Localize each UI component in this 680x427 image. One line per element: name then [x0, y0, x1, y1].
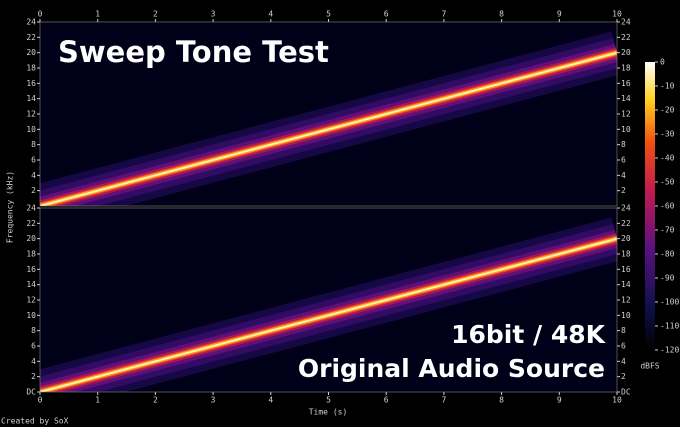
x-tick-label: 8 — [499, 396, 504, 405]
colorbar-tick-label: -70 — [660, 226, 675, 235]
x-tick-label: 2 — [153, 10, 158, 19]
x-tick-label: 2 — [153, 396, 158, 405]
y-tick-label: 16 — [26, 79, 36, 88]
y-tick-label: 20 — [621, 48, 631, 57]
y-tick-label: 18 — [26, 250, 36, 259]
x-tick-label: 1 — [95, 396, 100, 405]
x-tick-label: 3 — [211, 10, 216, 19]
y-tick-label: DC — [26, 388, 36, 397]
x-tick-label: 1 — [95, 10, 100, 19]
y-tick-label: 2 — [31, 186, 36, 195]
colorbar — [645, 62, 655, 350]
plot-content — [40, 31, 617, 206]
colorbar-tick-label: -40 — [660, 154, 675, 163]
colorbar-tick-label: -120 — [660, 346, 679, 355]
y-tick-label: 16 — [26, 265, 36, 274]
colorbar-label: dBFS — [640, 362, 659, 371]
y-tick-label: 4 — [31, 357, 36, 366]
x-tick-label: 7 — [441, 10, 446, 19]
x-tick-label: 3 — [211, 396, 216, 405]
y-tick-label: 22 — [26, 33, 36, 42]
y-tick-label: 8 — [31, 326, 36, 335]
x-tick-label: 5 — [326, 396, 331, 405]
y-tick-label: 22 — [26, 219, 36, 228]
colorbar-tick-label: -90 — [660, 274, 675, 283]
colorbar-tick-label: -30 — [660, 130, 675, 139]
line — [40, 51, 617, 206]
y-tick-label: 24 — [26, 18, 36, 27]
y-tick-label: 4 — [621, 357, 626, 366]
y-tick-label: 2 — [621, 372, 626, 381]
colorbar-tick-label: -100 — [660, 298, 679, 307]
x-tick-label: 4 — [268, 396, 273, 405]
y-tick-label: 20 — [26, 234, 36, 243]
y-tick-label: 18 — [621, 250, 631, 259]
colorbar-tick-label: 0 — [660, 58, 665, 67]
y-tick-label: 8 — [621, 140, 626, 149]
y-tick-label: 12 — [621, 110, 631, 119]
y-tick-label: DC — [621, 388, 631, 397]
y-tick-label: 10 — [621, 311, 631, 320]
y-tick-label: 22 — [621, 33, 631, 42]
colorbar-tick-label: -20 — [660, 106, 675, 115]
y-tick-label: 8 — [31, 140, 36, 149]
x-tick-label: 10 — [612, 396, 622, 405]
x-tick-label: 8 — [499, 10, 504, 19]
y-tick-label: 4 — [31, 171, 36, 180]
y-tick-label: 12 — [26, 110, 36, 119]
x-tick-label: 9 — [557, 396, 562, 405]
y-tick-label: 2 — [31, 372, 36, 381]
caption: Original Audio Source — [298, 354, 605, 383]
y-tick-label: 6 — [31, 156, 36, 165]
y-tick-label: 12 — [26, 296, 36, 305]
y-tick-label: 14 — [26, 94, 36, 103]
colorbar-tick-label: -50 — [660, 178, 675, 187]
y-tick-label: 12 — [621, 296, 631, 305]
colorbar-tick-label: -110 — [660, 322, 679, 331]
y-tick-label: 2 — [621, 186, 626, 195]
y-tick-label: 16 — [621, 79, 631, 88]
line — [40, 237, 617, 392]
y-axis-label: Frequency (kHz) — [6, 171, 15, 243]
footer: Created by SoX — [1, 417, 69, 426]
y-tick-label: 14 — [621, 280, 631, 289]
colorbar-tick-label: -80 — [660, 250, 675, 259]
y-tick-label: 24 — [621, 204, 631, 213]
y-tick-label: 10 — [26, 125, 36, 134]
y-tick-label: 14 — [26, 280, 36, 289]
y-tick-label: 24 — [621, 18, 631, 27]
y-tick-label: 6 — [621, 156, 626, 165]
colorbar-tick-label: -10 — [660, 82, 675, 91]
y-tick-label: 10 — [26, 311, 36, 320]
y-tick-label: 20 — [621, 234, 631, 243]
colorbar-tick-label: -60 — [660, 202, 675, 211]
y-tick-label: 8 — [621, 326, 626, 335]
plot-content — [40, 217, 617, 392]
x-tick-label: 6 — [384, 396, 389, 405]
x-tick-label: 6 — [384, 10, 389, 19]
y-tick-label: 18 — [26, 64, 36, 73]
x-tick-label: 0 — [38, 396, 43, 405]
y-tick-label: 6 — [621, 342, 626, 351]
x-tick-label: 9 — [557, 10, 562, 19]
y-tick-label: 24 — [26, 204, 36, 213]
y-tick-label: 18 — [621, 64, 631, 73]
x-tick-label: 0 — [38, 10, 43, 19]
x-tick-label: 7 — [441, 396, 446, 405]
y-tick-label: 10 — [621, 125, 631, 134]
y-tick-label: 4 — [621, 171, 626, 180]
x-tick-label: 5 — [326, 10, 331, 19]
x-axis-label: Time (s) — [309, 408, 348, 417]
x-tick-label: 10 — [612, 10, 622, 19]
x-tick-label: 4 — [268, 10, 273, 19]
title: Sweep Tone Test — [58, 35, 329, 69]
y-tick-label: 20 — [26, 48, 36, 57]
y-tick-label: 22 — [621, 219, 631, 228]
y-tick-label: 14 — [621, 94, 631, 103]
y-tick-label: 6 — [31, 342, 36, 351]
y-tick-label: 16 — [621, 265, 631, 274]
caption: 16bit / 48K — [451, 320, 607, 349]
